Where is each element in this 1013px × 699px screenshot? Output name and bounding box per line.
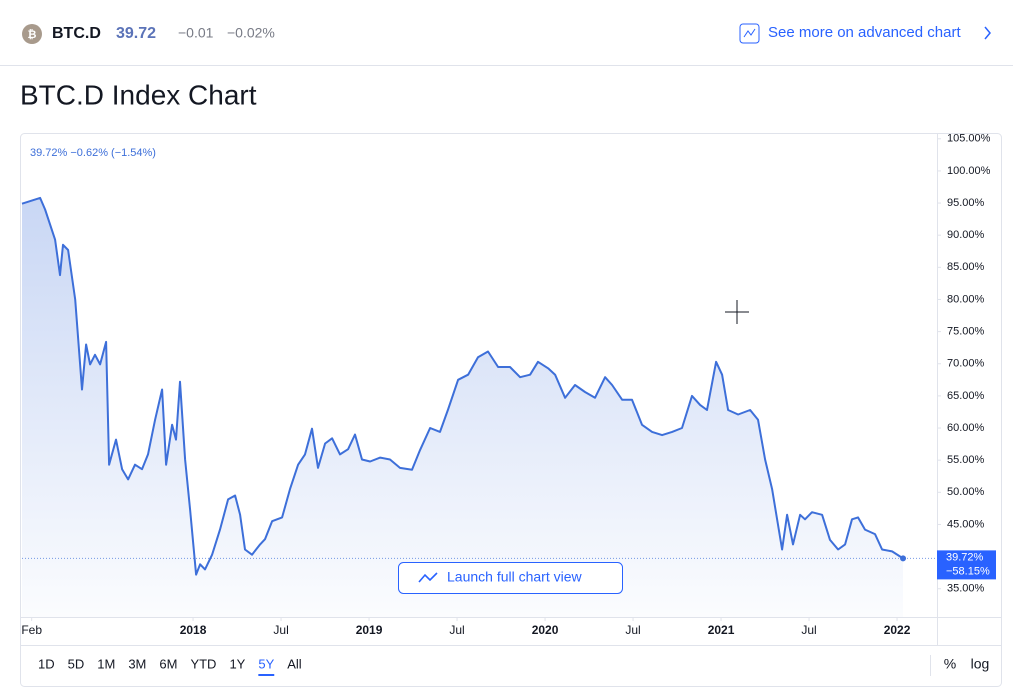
page-title: BTC.D Index Chart <box>20 79 257 110</box>
line <box>21 196 904 576</box>
symbol: BTC.D <box>52 25 101 42</box>
y-tick-label: 100.00% <box>947 165 991 177</box>
x-tick-label: Jul <box>625 623 640 637</box>
launch-button[interactable]: Launch full chart view <box>398 562 623 594</box>
x-tick-label: Jul <box>273 623 288 637</box>
price-label-box <box>937 550 996 580</box>
y-tick-label: 60.00% <box>947 422 985 434</box>
launch-button-box[interactable] <box>398 562 623 594</box>
range-button[interactable]: 1M <box>97 656 115 671</box>
y-tick-label: 95.00% <box>947 197 985 209</box>
launch-text[interactable]: Launch full chart view <box>447 569 583 585</box>
icon-glyph: ₿ <box>28 29 37 41</box>
link-icon <box>739 23 760 44</box>
advanced-link[interactable]: See more on advanced chart <box>739 23 991 44</box>
x-tick-label: Feb <box>21 623 42 637</box>
y-tick-label: 35.00% <box>947 583 985 595</box>
y-tick-label: 75.00% <box>947 326 985 338</box>
range-button[interactable]: 1D <box>38 656 55 671</box>
x-tick-label: 2020 <box>532 623 559 637</box>
x-tick-label: Jul <box>449 623 464 637</box>
link-chevron <box>984 26 991 40</box>
y-tick-label: 105.00% <box>947 133 991 145</box>
y-tick-label: 55.00% <box>947 454 985 466</box>
area <box>22 197 904 617</box>
x-tick-label: 2021 <box>708 623 735 637</box>
y-tick-label: 90.00% <box>947 229 985 241</box>
x-tick-label: 2019 <box>356 623 383 637</box>
x-tick-label: 2018 <box>180 623 207 637</box>
range-button[interactable]: 1Y <box>229 656 245 671</box>
percent-toggle[interactable]: % <box>944 656 956 672</box>
range-button[interactable]: 6M <box>159 656 177 671</box>
change: −0.01 <box>178 25 214 41</box>
price: 39.72 <box>116 25 156 42</box>
range-button[interactable]: 5Y <box>258 656 274 671</box>
range-button[interactable]: 5D <box>68 656 85 671</box>
range-button[interactable]: 3M <box>128 656 146 671</box>
y-tick-label: 65.00% <box>947 390 985 402</box>
last-point <box>900 555 907 562</box>
y-tick-label: 50.00% <box>947 486 985 498</box>
link-icon-line <box>743 28 756 38</box>
range-button[interactable]: YTD <box>190 656 216 671</box>
legend-values: 39.72% −0.62% (−1.54%) <box>30 147 156 159</box>
x-tick-label: 2022 <box>884 623 911 637</box>
y-tick-label: 80.00% <box>947 293 985 305</box>
change-percent: −0.02% <box>227 25 275 41</box>
price-label: 39.72% <box>946 551 984 563</box>
symbol-icon <box>22 24 42 44</box>
launch-icon <box>418 572 438 583</box>
price-label-change: −58.15% <box>946 565 990 577</box>
y-tick-label: 45.00% <box>947 518 985 530</box>
log-toggle[interactable]: log <box>971 656 990 672</box>
y-tick-label: 85.00% <box>947 261 985 273</box>
y-tick-label: 70.00% <box>947 358 985 370</box>
link-text[interactable]: See more on advanced chart <box>768 24 961 41</box>
range-button[interactable]: All <box>287 656 302 671</box>
chart-card <box>20 133 1002 687</box>
x-tick-label: Jul <box>801 623 816 637</box>
